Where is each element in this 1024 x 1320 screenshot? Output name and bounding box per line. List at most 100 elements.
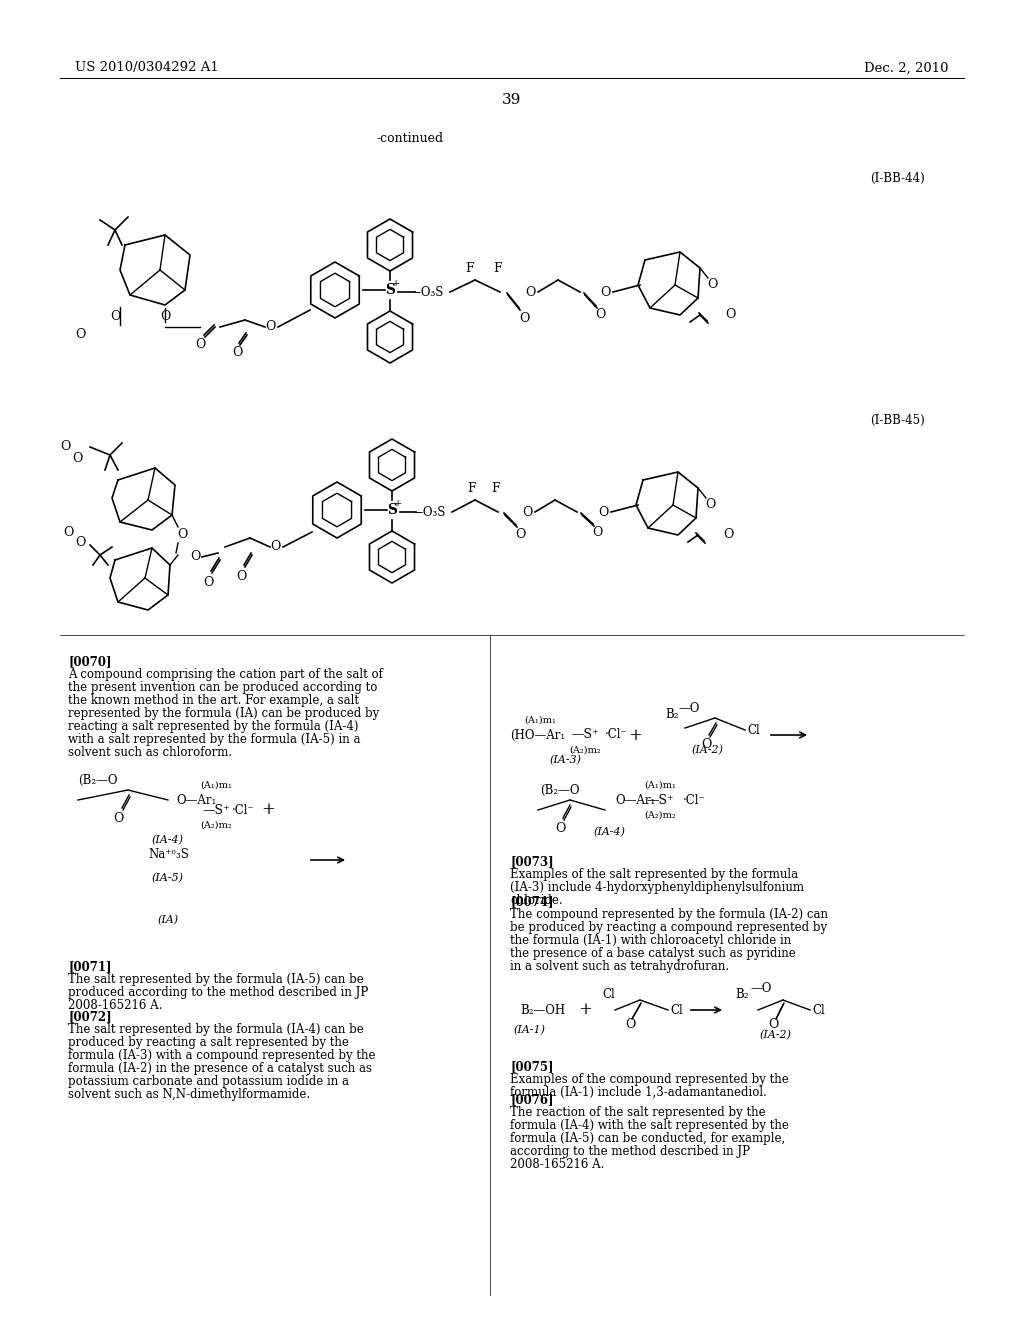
Text: +: +	[628, 726, 642, 743]
Text: O: O	[195, 338, 205, 351]
Text: O: O	[59, 441, 71, 454]
Text: O: O	[189, 550, 200, 564]
Text: O: O	[177, 528, 187, 541]
Text: according to the method described in JP: according to the method described in JP	[510, 1144, 750, 1158]
Text: O: O	[723, 528, 733, 541]
Text: [0074]: [0074]	[510, 895, 554, 908]
Text: (A₁)m₁: (A₁)m₁	[644, 780, 676, 789]
Text: represented by the formula (IA) can be produced by: represented by the formula (IA) can be p…	[68, 708, 379, 719]
Text: O: O	[231, 346, 243, 359]
Text: The reaction of the salt represented by the: The reaction of the salt represented by …	[510, 1106, 766, 1119]
Text: (IA): (IA)	[158, 915, 178, 925]
Text: O: O	[725, 309, 735, 322]
Text: 39: 39	[503, 92, 521, 107]
Text: O: O	[62, 525, 73, 539]
Text: (IA-2): (IA-2)	[692, 744, 724, 755]
Text: ·Cl⁻: ·Cl⁻	[683, 793, 706, 807]
Text: O: O	[160, 309, 170, 322]
Text: formula (IA-2) in the presence of a catalyst such as: formula (IA-2) in the presence of a cata…	[68, 1063, 372, 1074]
Text: F: F	[466, 261, 474, 275]
Text: O: O	[113, 812, 123, 825]
Text: F: F	[492, 482, 501, 495]
Text: (IA-1): (IA-1)	[514, 1024, 546, 1035]
Text: the present invention can be produced according to: the present invention can be produced ac…	[68, 681, 378, 694]
Text: O: O	[555, 821, 565, 834]
Text: O: O	[595, 309, 605, 322]
Text: (A₂)m₂: (A₂)m₂	[569, 746, 601, 755]
Text: (A₂)m₂: (A₂)m₂	[200, 821, 231, 829]
Text: ·Cl⁻: ·Cl⁻	[605, 729, 628, 742]
Text: (A₂)m₂: (A₂)m₂	[644, 810, 676, 820]
Text: the known method in the art. For example, a salt: the known method in the art. For example…	[68, 694, 359, 708]
Text: Cl: Cl	[670, 1003, 683, 1016]
Text: 2008-165216 A.: 2008-165216 A.	[510, 1158, 604, 1171]
Text: O: O	[522, 506, 532, 519]
Text: +: +	[579, 1002, 592, 1019]
Text: formula (IA-4) with the salt represented by the: formula (IA-4) with the salt represented…	[510, 1119, 788, 1133]
Text: chloride.: chloride.	[510, 894, 562, 907]
Text: [0071]: [0071]	[68, 960, 112, 973]
Text: solvent such as N,N-dimethylformamide.: solvent such as N,N-dimethylformamide.	[68, 1088, 310, 1101]
Text: The compound represented by the formula (IA-2) can: The compound represented by the formula …	[510, 908, 828, 921]
Text: Na⁺ᵒ₃S: Na⁺ᵒ₃S	[148, 849, 188, 862]
Text: O: O	[110, 310, 120, 323]
Text: (IA-3): (IA-3)	[549, 755, 581, 766]
Text: (B₂—O: (B₂—O	[540, 784, 580, 796]
Text: formula (IA-1) include 1,3-adamantanediol.: formula (IA-1) include 1,3-adamantanedio…	[510, 1086, 767, 1100]
Text: potassium carbonate and potassium iodide in a: potassium carbonate and potassium iodide…	[68, 1074, 349, 1088]
Text: O: O	[269, 540, 281, 553]
Text: B₂: B₂	[735, 989, 749, 1002]
Text: (I-BB-44): (I-BB-44)	[870, 172, 925, 185]
Text: O: O	[515, 528, 525, 541]
Text: O: O	[600, 285, 610, 298]
Text: [0072]: [0072]	[68, 1010, 112, 1023]
Text: O: O	[525, 285, 536, 298]
Text: F: F	[494, 261, 503, 275]
Text: +: +	[261, 801, 274, 818]
Text: O—Ar₁: O—Ar₁	[615, 793, 655, 807]
Text: O: O	[75, 329, 85, 342]
Text: [0075]: [0075]	[510, 1060, 554, 1073]
Text: O: O	[707, 279, 717, 292]
Text: (HO—Ar₁: (HO—Ar₁	[510, 729, 565, 742]
Text: O: O	[592, 527, 602, 540]
Text: Examples of the salt represented by the formula: Examples of the salt represented by the …	[510, 869, 798, 880]
Text: in a solvent such as tetrahydrofuran.: in a solvent such as tetrahydrofuran.	[510, 960, 729, 973]
Text: Cl: Cl	[812, 1003, 824, 1016]
Text: O: O	[700, 738, 712, 751]
Text: −O₃S: −O₃S	[412, 285, 444, 298]
Text: ·Cl⁻: ·Cl⁻	[231, 804, 254, 817]
Text: (IA-4): (IA-4)	[152, 834, 184, 845]
Text: (IA-5): (IA-5)	[152, 873, 184, 883]
Text: (IA-2): (IA-2)	[759, 1030, 791, 1040]
Text: S: S	[385, 282, 395, 297]
Text: (IA-3) include 4-hydorxyphenyldiphenylsulfonium: (IA-3) include 4-hydorxyphenyldiphenylsu…	[510, 880, 804, 894]
Text: S: S	[387, 503, 397, 517]
Text: -continued: -continued	[377, 132, 443, 144]
Text: O: O	[705, 499, 715, 511]
Text: O: O	[236, 569, 246, 582]
Text: (I-BB-45): (I-BB-45)	[870, 413, 925, 426]
Text: O—Ar₁: O—Ar₁	[176, 793, 216, 807]
Text: The salt represented by the formula (IA-5) can be: The salt represented by the formula (IA-…	[68, 973, 364, 986]
Text: the formula (IA-1) with chloroacetyl chloride in: the formula (IA-1) with chloroacetyl chl…	[510, 935, 792, 946]
Text: (A₁)m₁: (A₁)m₁	[200, 780, 232, 789]
Text: F: F	[468, 482, 476, 495]
Text: —S⁺: —S⁺	[202, 804, 229, 817]
Text: —S⁺: —S⁺	[571, 729, 599, 742]
Text: O: O	[265, 321, 275, 334]
Text: −O₃S: −O₃S	[414, 506, 446, 519]
Text: +: +	[394, 499, 402, 507]
Text: [0070]: [0070]	[68, 655, 112, 668]
Text: formula (IA-3) with a compound represented by the: formula (IA-3) with a compound represent…	[68, 1049, 376, 1063]
Text: (B₂—O: (B₂—O	[78, 774, 118, 787]
Text: formula (IA-5) can be conducted, for example,: formula (IA-5) can be conducted, for exa…	[510, 1133, 785, 1144]
Text: 2008-165216 A.: 2008-165216 A.	[68, 999, 163, 1012]
Text: produced by reacting a salt represented by the: produced by reacting a salt represented …	[68, 1036, 349, 1049]
Text: (A₁)m₁: (A₁)m₁	[524, 715, 556, 725]
Text: Dec. 2, 2010: Dec. 2, 2010	[864, 62, 949, 74]
Text: be produced by reacting a compound represented by: be produced by reacting a compound repre…	[510, 921, 827, 935]
Text: O: O	[519, 312, 529, 325]
Text: [0076]: [0076]	[510, 1093, 554, 1106]
Text: Examples of the compound represented by the: Examples of the compound represented by …	[510, 1073, 788, 1086]
